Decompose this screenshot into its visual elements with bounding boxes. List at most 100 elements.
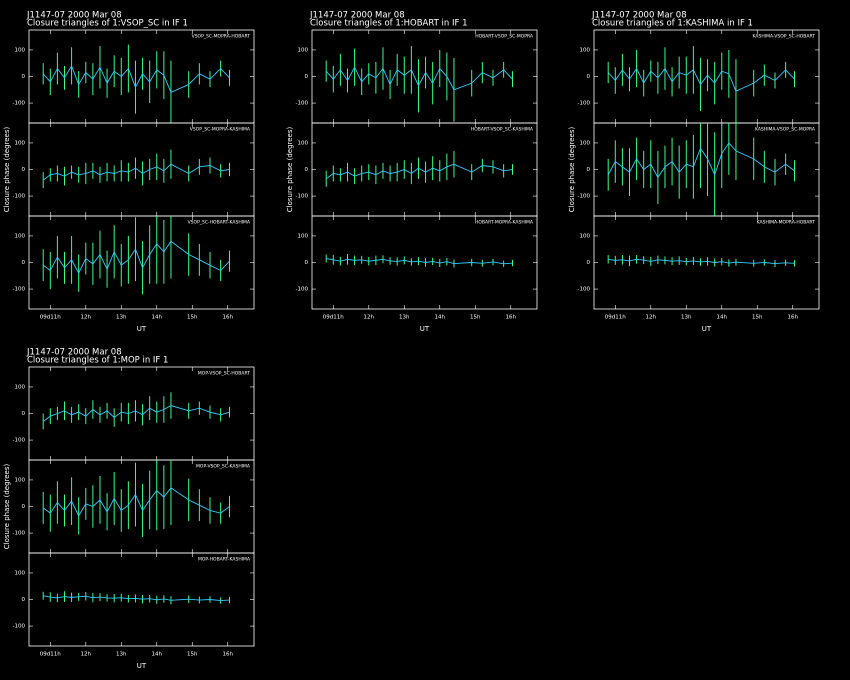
panel-label: VSOP_SC-MOPRA-KASHIMA (190, 127, 251, 133)
x-tick-label: 09d11h (323, 315, 344, 321)
x-tick-label: 13h (399, 315, 410, 321)
x-axis-label: UT (137, 662, 147, 670)
phase-line (608, 258, 795, 265)
x-axis-label: UT (137, 325, 147, 333)
x-tick-label: 09d11h (40, 315, 61, 321)
panel-data (607, 255, 796, 268)
x-tick-label: 16h (222, 315, 233, 321)
y-tick-label: 100 (15, 570, 26, 576)
x-tick-label: 09d11h (40, 652, 61, 658)
figure-title: J1147-07 2000 Mar 08 (26, 348, 122, 358)
phase-line (326, 258, 513, 265)
y-tick-label: 100 (580, 47, 591, 53)
x-tick-label: 09d11h (605, 315, 626, 321)
panel-label: MOP-HOBART-KASHIMA (198, 557, 251, 563)
panel-label: KASHIMA-VSOP_SC-HOBART (753, 34, 816, 40)
y-tick-label: 100 (580, 233, 591, 239)
panel-label: KASHIMA-VSOP_SC-MOPRA (755, 127, 816, 133)
x-tick-label: 15h (187, 652, 198, 658)
x-tick-label: 12h (81, 652, 92, 658)
y-tick-label: 100 (298, 47, 309, 53)
y-tick-label: -100 (13, 287, 26, 293)
x-tick-label: 12h (646, 315, 657, 321)
figure-subtitle: Closure triangles of 1:KASHIMA in IF 1 (592, 19, 753, 29)
figure-title: J1147-07 2000 Mar 08 (591, 11, 687, 21)
y-tick-label: 0 (22, 260, 26, 266)
phase-line (325, 66, 513, 91)
y-tick-label: -100 (578, 287, 591, 293)
panel-label: MOP-VSOP_SC-HOBART (198, 371, 250, 377)
x-tick-label: 16h (787, 315, 798, 321)
phase-line (42, 487, 230, 517)
y-tick-label: 100 (15, 47, 26, 53)
panel-label: HOBART-MOPRA-KASHIMA (475, 220, 534, 226)
x-tick-label: 13h (116, 315, 127, 321)
y-tick-label: 0 (305, 260, 309, 266)
panel-label: HOBART-VSOP_SC-MOPRA (475, 34, 534, 40)
y-tick-label: 100 (298, 233, 309, 239)
panel-label: HOBART-VSOP_SC-KASHIMA (471, 127, 534, 133)
figure-subtitle: Closure triangles of 1:HOBART in IF 1 (310, 19, 468, 29)
x-tick-label: 13h (681, 315, 692, 321)
x-tick-label: 12h (81, 315, 92, 321)
y-tick-label: 0 (22, 411, 26, 417)
x-tick-label: 16h (505, 315, 516, 321)
panel-data (42, 460, 231, 538)
y-axis-label: Closure phase (degrees) (286, 127, 294, 213)
phase-line (42, 64, 230, 94)
y-tick-label: 0 (22, 504, 26, 510)
x-tick-label: 14h (152, 315, 163, 321)
y-tick-label: 100 (15, 233, 26, 239)
y-tick-label: 100 (15, 140, 26, 146)
x-tick-label: 15h (187, 315, 198, 321)
phase-line (607, 67, 795, 92)
panel-label: VSOP_SC-MOPRA-HOBART (192, 34, 251, 40)
y-tick-label: 0 (305, 167, 309, 173)
panel-label: MOP-VSOP_SC-KASHIMA (196, 464, 251, 470)
y-tick-label: 100 (298, 140, 309, 146)
figure-title: J1147-07 2000 Mar 08 (309, 11, 405, 21)
x-tick-label: 15h (752, 315, 763, 321)
y-tick-label: -100 (296, 101, 309, 107)
y-tick-label: 0 (587, 74, 591, 80)
x-tick-label: 15h (470, 315, 481, 321)
phase-line (43, 595, 230, 602)
figure-subtitle: Closure triangles of 1:VSOP_SC in IF 1 (27, 19, 188, 29)
figure-title: J1147-07 2000 Mar 08 (26, 11, 122, 21)
phase-line (42, 240, 230, 275)
x-axis-label: UT (420, 325, 430, 333)
x-axis-label: UT (702, 325, 712, 333)
y-tick-label: 0 (587, 167, 591, 173)
panel-data (42, 216, 231, 295)
y-tick-label: 100 (15, 384, 26, 390)
y-tick-label: -100 (13, 101, 26, 107)
panel-data (325, 45, 514, 122)
figure-subtitle: Closure triangles of 1:MOP in IF 1 (27, 356, 168, 366)
phase-line (607, 142, 795, 179)
x-tick-label: 16h (222, 652, 233, 658)
y-tick-label: -100 (578, 101, 591, 107)
panel-data (325, 150, 514, 187)
x-tick-label: 14h (435, 315, 446, 321)
panel-label: KASHIMA-MOPRA-HOBART (757, 220, 816, 226)
y-tick-label: 100 (580, 140, 591, 146)
x-tick-label: 12h (364, 315, 375, 321)
y-tick-label: 0 (22, 74, 26, 80)
panel-data (42, 149, 231, 189)
y-tick-label: -100 (578, 194, 591, 200)
panel-data (42, 44, 231, 123)
panel-data (607, 123, 796, 216)
y-tick-label: -100 (13, 194, 26, 200)
y-axis-label: Closure phase (degrees) (568, 127, 576, 213)
y-axis-label: Closure phase (degrees) (3, 127, 11, 213)
y-tick-label: -100 (13, 438, 26, 444)
x-tick-label: 14h (152, 652, 163, 658)
panel-label: VSOP_SC-HOBART-KASHIMA (188, 220, 251, 226)
y-tick-label: 100 (15, 477, 26, 483)
y-tick-label: -100 (13, 531, 26, 537)
phase-line (325, 163, 513, 180)
